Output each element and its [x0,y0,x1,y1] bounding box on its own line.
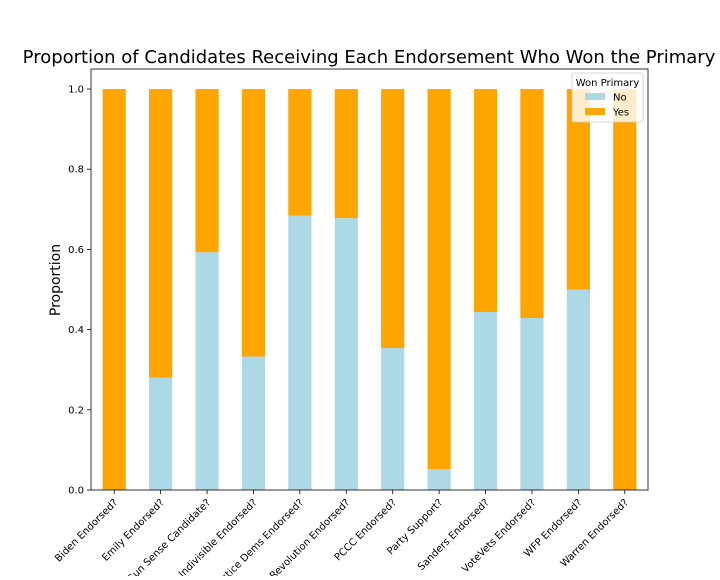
legend: Won Primary No Yes [571,72,644,123]
bar-yes-0 [102,89,126,491]
bar-yes-4 [288,89,312,216]
y-axis-label: Proportion [48,244,64,316]
bar-yes-11 [613,89,637,491]
bar-no-1 [149,377,173,490]
x-tick-label: Indivisible Endorsed? [177,497,260,576]
bar-no-3 [241,356,266,490]
plot-frame [90,68,649,491]
bar-no-9 [520,317,544,490]
bar-yes-3 [241,89,266,357]
bar-no-7 [427,469,451,490]
y-tick-label: 0.4 [68,325,84,336]
y-tick-label: 0.2 [68,405,84,416]
bar-yes-2 [195,89,219,253]
bar-yes-9 [520,89,544,318]
legend-label-yes: Yes [612,108,629,119]
chart-title: Proportion of Candidates Receiving Each … [23,47,716,68]
bar-no-10 [566,289,590,490]
legend-swatch-no [585,93,605,100]
bar-yes-1 [149,89,173,378]
bar-yes-6 [381,89,405,349]
legend-swatch-yes [585,108,605,115]
bar-no-5 [334,218,358,490]
bar-yes-8 [473,89,498,312]
bar-no-8 [473,311,498,490]
y-tick-label: 0.6 [68,245,84,256]
y-tick-label: 0.0 [68,486,84,497]
bar-yes-5 [334,89,358,219]
y-tick-label: 1.0 [68,85,84,96]
bar-no-4 [288,215,312,490]
legend-label-no: No [613,93,627,104]
bar-no-6 [381,348,405,490]
y-tick-label: 0.8 [68,165,84,176]
bar-no-2 [195,252,219,490]
bar-yes-7 [427,89,451,470]
legend-title: Won Primary [576,78,640,89]
bar-yes-10 [566,89,590,290]
